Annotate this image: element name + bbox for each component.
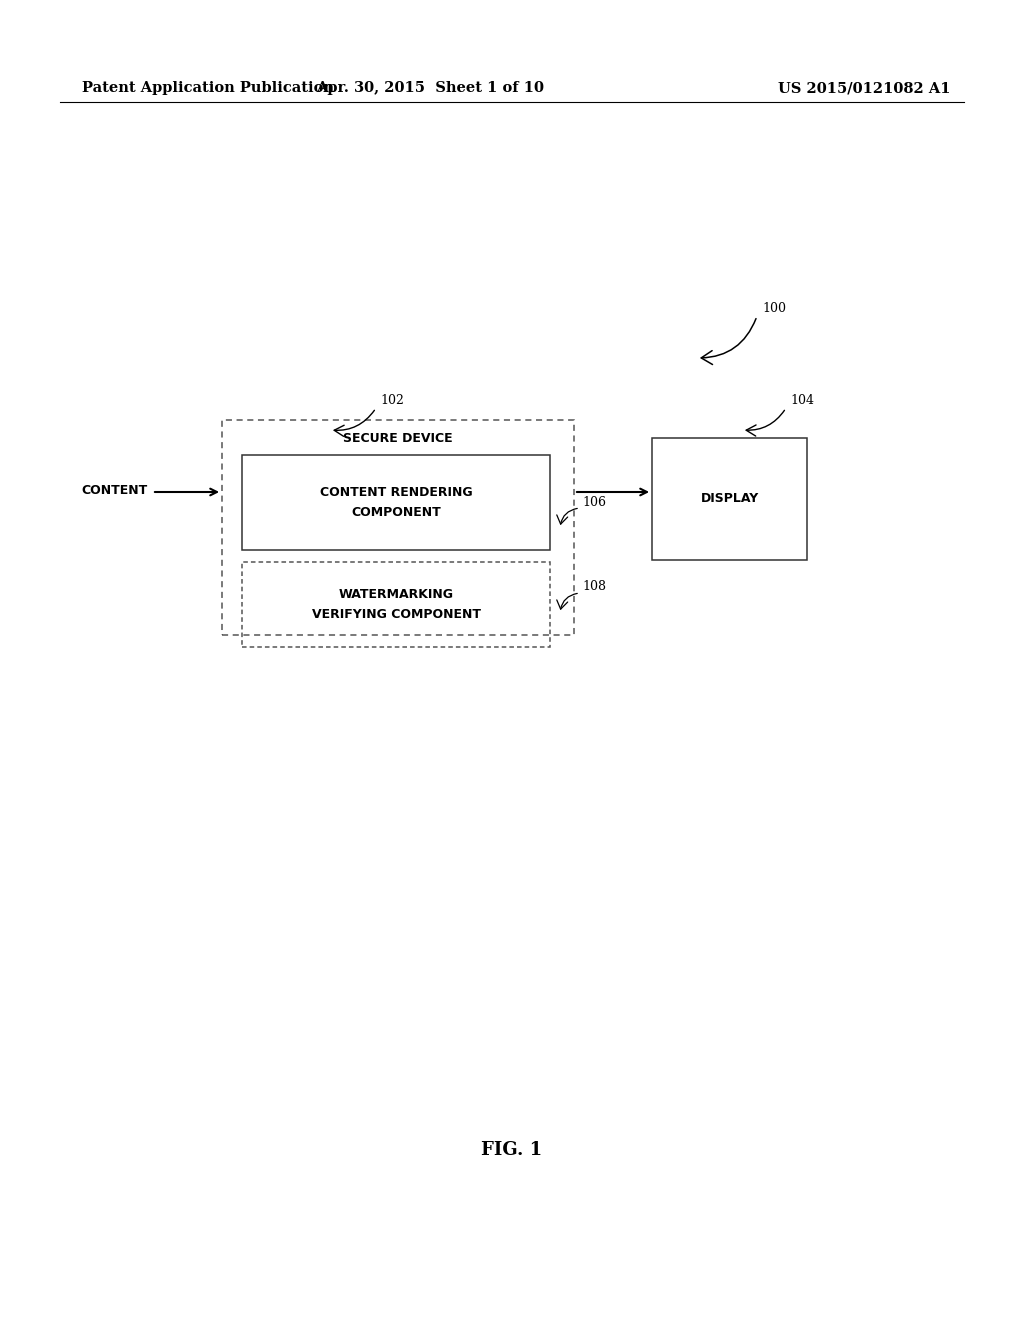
- FancyArrowPatch shape: [701, 318, 756, 364]
- Bar: [652, 438, 807, 560]
- Text: 102: 102: [380, 393, 403, 407]
- Text: 106: 106: [582, 495, 606, 508]
- Text: CONTENT RENDERING
COMPONENT: CONTENT RENDERING COMPONENT: [319, 487, 472, 519]
- Bar: [242, 562, 550, 647]
- FancyArrowPatch shape: [557, 508, 578, 524]
- Text: CONTENT: CONTENT: [82, 483, 148, 496]
- FancyArrowPatch shape: [334, 411, 375, 437]
- Text: 108: 108: [582, 581, 606, 594]
- Bar: [222, 420, 574, 635]
- Text: 104: 104: [790, 393, 814, 407]
- Text: DISPLAY: DISPLAY: [700, 492, 759, 506]
- Text: SECURE DEVICE: SECURE DEVICE: [343, 432, 453, 445]
- Text: Patent Application Publication: Patent Application Publication: [82, 81, 334, 95]
- Bar: [242, 455, 550, 550]
- Text: Apr. 30, 2015  Sheet 1 of 10: Apr. 30, 2015 Sheet 1 of 10: [316, 81, 544, 95]
- FancyArrowPatch shape: [557, 594, 578, 609]
- Text: 100: 100: [762, 301, 786, 314]
- FancyArrowPatch shape: [746, 411, 784, 436]
- Text: WATERMARKING
VERIFYING COMPONENT: WATERMARKING VERIFYING COMPONENT: [311, 589, 480, 620]
- Text: FIG. 1: FIG. 1: [481, 1140, 543, 1159]
- Text: US 2015/0121082 A1: US 2015/0121082 A1: [777, 81, 950, 95]
